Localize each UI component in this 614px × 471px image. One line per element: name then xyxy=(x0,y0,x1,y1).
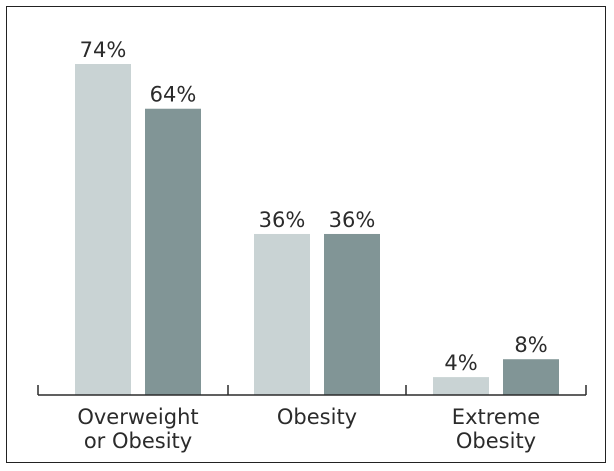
value-label-s2-c3: 8% xyxy=(514,333,547,357)
value-label-s1-c3: 4% xyxy=(444,351,477,375)
bar-s2-c1 xyxy=(145,108,201,395)
value-label-s1-c2: 36% xyxy=(259,208,306,232)
bar-s1-c3 xyxy=(433,377,489,395)
bar-s1-c2 xyxy=(254,233,310,395)
category-label-3: Extreme Obesity xyxy=(452,405,540,453)
category-label-1: Overweight or Obesity xyxy=(77,405,198,453)
value-label-s1-c1: 74% xyxy=(80,38,127,62)
bar-s2-c3 xyxy=(503,359,559,395)
value-label-s2-c1: 64% xyxy=(150,83,197,107)
category-label-2: Obesity xyxy=(277,405,357,429)
bar-s1-c1 xyxy=(75,64,131,395)
bar-s2-c2 xyxy=(324,233,380,395)
value-label-s2-c2: 36% xyxy=(329,208,376,232)
